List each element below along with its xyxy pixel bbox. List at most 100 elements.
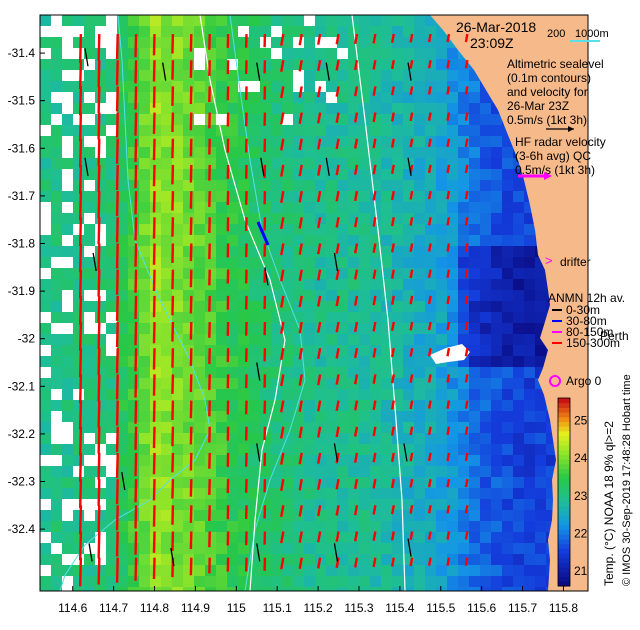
legend-drifter-label: drifter <box>560 255 591 269</box>
sst-cell <box>425 147 436 158</box>
sst-cell <box>194 268 205 279</box>
sst-cell <box>73 268 84 279</box>
hf-radar-arrow <box>97 531 101 559</box>
altimetry-arrow <box>333 543 339 562</box>
sst-cell <box>172 455 183 466</box>
sst-cell <box>293 257 304 268</box>
sst-cell <box>216 136 227 147</box>
sst-cell <box>414 378 425 389</box>
sst-cell <box>172 576 183 587</box>
sst-cell <box>403 422 414 433</box>
sst-cell <box>447 400 458 411</box>
sst-cell <box>370 367 381 378</box>
sst-cell <box>304 224 315 235</box>
sst-cell <box>315 576 326 587</box>
sst-cell <box>128 301 139 312</box>
sst-cell <box>95 202 106 213</box>
sst-cell <box>326 576 337 587</box>
sst-cell <box>348 180 359 191</box>
sst-cell <box>326 15 337 26</box>
sst-cell <box>304 323 315 334</box>
sst-cell <box>359 191 370 202</box>
hf-radar-arrow <box>152 505 156 527</box>
hf-radar-arrow <box>152 269 156 292</box>
sst-cell <box>73 37 84 48</box>
sst-cell <box>161 59 172 70</box>
sst-cell <box>337 554 348 565</box>
sst-cell <box>84 444 95 455</box>
sst-cell <box>194 37 205 48</box>
sst-cell <box>458 477 469 488</box>
hf-radar-arrow <box>317 112 322 124</box>
sst-cell <box>337 411 348 422</box>
sst-cell <box>304 202 315 213</box>
sst-cell <box>40 81 51 92</box>
sst-cell <box>502 411 513 422</box>
hf-radar-arrow <box>78 34 83 63</box>
sst-cell <box>73 136 84 147</box>
sst-cell <box>348 235 359 246</box>
sst-cell <box>216 488 227 499</box>
sst-cell <box>128 466 139 477</box>
colorbar-swatch <box>558 477 570 484</box>
hf-radar-arrow <box>280 505 285 518</box>
sst-cell <box>326 290 337 301</box>
sst-cell <box>183 268 194 279</box>
sst-cell <box>414 279 425 290</box>
sst-cell <box>425 158 436 169</box>
sst-cell <box>403 433 414 444</box>
hf-radar-arrow <box>298 295 303 308</box>
sst-cell <box>414 422 425 433</box>
sst-cell <box>546 455 557 466</box>
sst-cell <box>403 455 414 466</box>
sst-cell <box>469 279 480 290</box>
sst-cell <box>282 191 293 202</box>
sst-cell <box>326 169 337 180</box>
sst-cell <box>392 26 403 37</box>
sst-cell <box>150 290 161 301</box>
sst-cell <box>249 323 260 334</box>
sst-cell <box>403 521 414 532</box>
sst-cell <box>139 169 150 180</box>
sst-cell <box>161 378 172 389</box>
sst-cell <box>194 499 205 510</box>
sst-cell <box>480 103 491 114</box>
sst-cell <box>436 455 447 466</box>
sst-cell <box>458 334 469 345</box>
sst-cell <box>139 26 150 37</box>
sst-cell <box>359 268 370 279</box>
hf-radar-arrow <box>317 243 322 255</box>
sst-cell <box>128 367 139 378</box>
sst-cell <box>381 356 392 367</box>
sst-cell <box>392 389 403 400</box>
sst-cell <box>480 257 491 268</box>
sst-cell <box>447 48 458 59</box>
sst-cell <box>304 488 315 499</box>
sst-cell <box>348 389 359 400</box>
sst-cell <box>502 323 513 334</box>
sst-cell <box>139 37 150 48</box>
sst-cell <box>348 356 359 367</box>
sst-cell <box>293 455 304 466</box>
sst-cell <box>370 565 381 576</box>
sst-cell <box>502 213 513 224</box>
sst-cell <box>40 180 51 191</box>
sst-cell <box>293 103 304 114</box>
hf-radar-arrow <box>409 452 414 462</box>
sst-cell <box>436 400 447 411</box>
hf-radar-arrow <box>464 531 469 540</box>
sst-cell <box>249 136 260 147</box>
sst-cell <box>128 587 139 591</box>
sst-cell <box>194 334 205 345</box>
hf-radar-arrow <box>134 295 138 320</box>
colorbar-swatch <box>558 529 570 535</box>
sst-cell <box>95 246 106 257</box>
sst-cell <box>84 488 95 499</box>
sst-cell <box>458 147 469 158</box>
hf-radar-arrow <box>317 374 322 386</box>
sst-cell <box>139 103 150 114</box>
sst-cell <box>304 433 315 444</box>
sst-cell <box>348 455 359 466</box>
sst-cell <box>161 565 172 576</box>
hf-radar-arrow <box>464 400 469 409</box>
